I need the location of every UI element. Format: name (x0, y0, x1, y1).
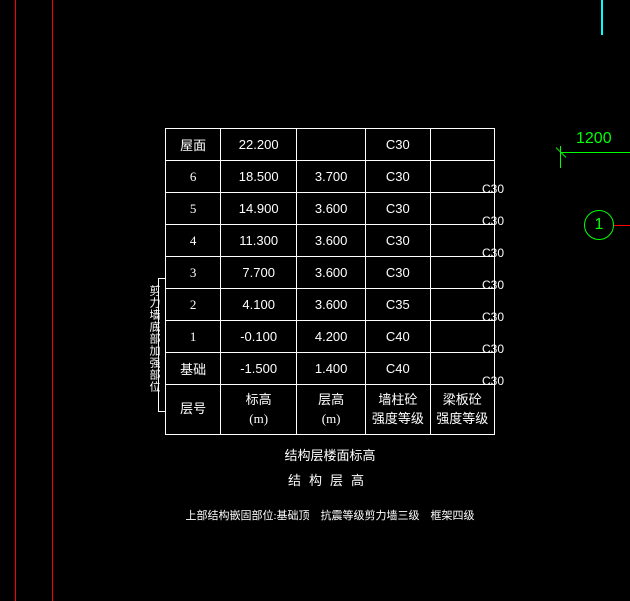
cell-beam-grade (430, 289, 494, 321)
cell-height: 3.600 (297, 225, 366, 257)
border-line-left-outer (15, 0, 16, 601)
cell-floor: 屋面 (166, 129, 221, 161)
cell-wall-grade: C35 (366, 289, 430, 321)
footnote-text: 上部结构嵌固部位:基础顶 抗震等级剪力墙三级 框架四级 (165, 507, 495, 523)
cell-height: 4.200 (297, 321, 366, 353)
cell-wall-grade: C30 (366, 161, 430, 193)
table-row: 基础-1.5001.400C40 (166, 353, 495, 385)
header-elevation: 标高(m) (221, 385, 297, 435)
cell-elevation: 14.900 (221, 193, 297, 225)
cell-elevation: 11.300 (221, 225, 297, 257)
cell-floor: 3 (166, 257, 221, 289)
caption-line-2: 结构层高 (165, 470, 495, 489)
dimension-value: 1200 (576, 130, 612, 148)
cell-wall-grade: C30 (366, 225, 430, 257)
border-line-left-inner (52, 0, 53, 601)
cell-elevation: 18.500 (221, 161, 297, 193)
cell-elevation: 7.700 (221, 257, 297, 289)
cell-wall-grade: C40 (366, 353, 430, 385)
cell-beam-grade (430, 129, 494, 161)
cell-floor: 基础 (166, 353, 221, 385)
cell-beam-grade (430, 353, 494, 385)
header-wall-grade: 墙柱砼强度等级 (366, 385, 430, 435)
structure-table: 屋面22.200C30618.5003.700C30514.9003.600C3… (165, 128, 495, 435)
table-header-row: 层号标高(m)层高(m)墙柱砼强度等级梁板砼强度等级 (166, 385, 495, 435)
caption-line-1: 结构层楼面标高 (165, 445, 495, 464)
cell-floor: 4 (166, 225, 221, 257)
cell-elevation: -1.500 (221, 353, 297, 385)
cell-floor: 2 (166, 289, 221, 321)
cell-height: 3.700 (297, 161, 366, 193)
header-height: 层高(m) (297, 385, 366, 435)
cell-wall-grade: C30 (366, 193, 430, 225)
cell-height: 3.600 (297, 193, 366, 225)
grid-bubble-1: 1 (584, 210, 614, 240)
cell-elevation: 4.100 (221, 289, 297, 321)
structure-table-container: 屋面22.200C30618.5003.700C30514.9003.600C3… (165, 128, 495, 523)
cell-beam-grade (430, 225, 494, 257)
table-row: 24.1003.600C35 (166, 289, 495, 321)
cell-floor: 1 (166, 321, 221, 353)
header-floor: 层号 (166, 385, 221, 435)
table-row: 514.9003.600C30 (166, 193, 495, 225)
cell-floor: 5 (166, 193, 221, 225)
cyan-tick-marker (601, 0, 603, 35)
dimension-tick (560, 146, 561, 168)
table-row: 1-0.1004.200C40 (166, 321, 495, 353)
cell-height (297, 129, 366, 161)
cell-height: 3.600 (297, 289, 366, 321)
dimension-line (560, 152, 630, 153)
cell-beam-grade (430, 193, 494, 225)
cell-height: 1.400 (297, 353, 366, 385)
cell-wall-grade: C30 (366, 129, 430, 161)
cell-wall-grade: C40 (366, 321, 430, 353)
cell-beam-grade (430, 257, 494, 289)
cell-elevation: 22.200 (221, 129, 297, 161)
cell-floor: 6 (166, 161, 221, 193)
table-row: 618.5003.700C30 (166, 161, 495, 193)
cell-wall-grade: C30 (366, 257, 430, 289)
table-row: 37.7003.600C30 (166, 257, 495, 289)
header-beam-grade: 梁板砼强度等级 (430, 385, 494, 435)
cell-beam-grade (430, 321, 494, 353)
grid-axis-line (614, 225, 630, 226)
cell-elevation: -0.100 (221, 321, 297, 353)
table-row: 411.3003.600C30 (166, 225, 495, 257)
cell-beam-grade (430, 161, 494, 193)
table-row: 屋面22.200 C30 (166, 129, 495, 161)
cell-height: 3.600 (297, 257, 366, 289)
